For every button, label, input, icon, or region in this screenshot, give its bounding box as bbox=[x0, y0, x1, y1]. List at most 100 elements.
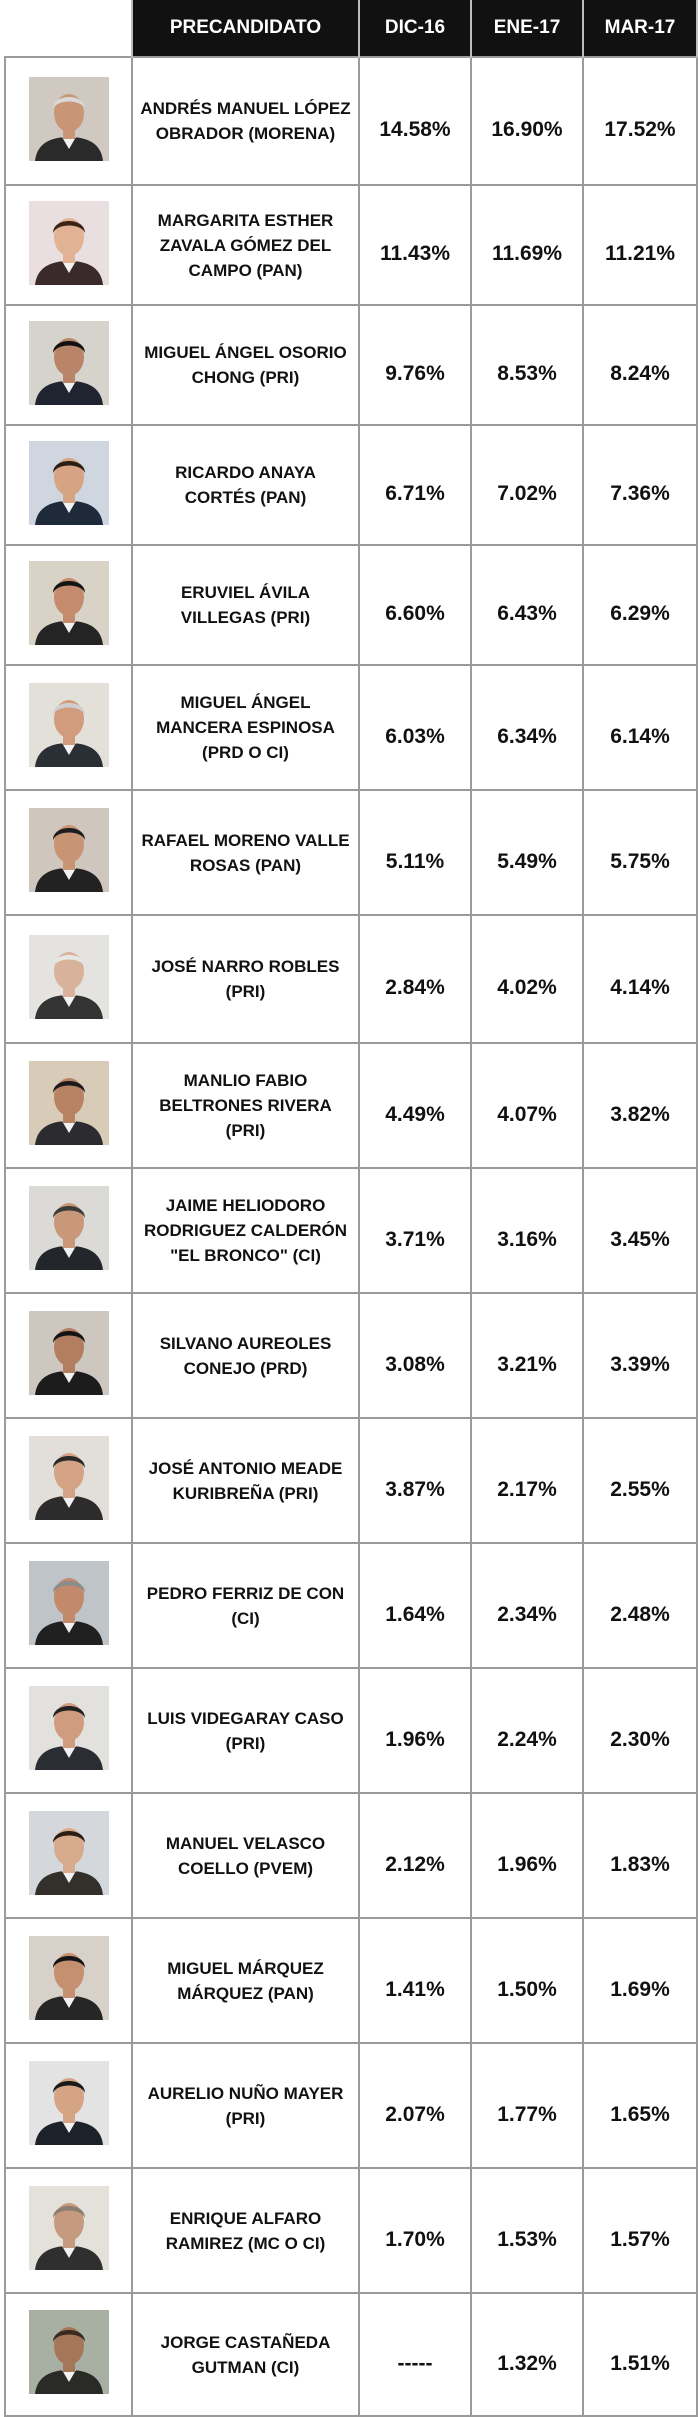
candidate-portrait-icon bbox=[28, 320, 109, 405]
candidate-portrait-icon bbox=[28, 683, 109, 767]
candidate-name: SILVANO AUREOLES CONEJO (PRD) bbox=[131, 1292, 360, 1419]
candidate-photo-cell bbox=[4, 1667, 133, 1794]
value-ene-17: 5.49% bbox=[470, 789, 584, 916]
candidate-photo-cell bbox=[4, 2292, 133, 2417]
candidate-portrait-icon bbox=[28, 1436, 109, 1520]
value-ene-17: 3.16% bbox=[470, 1167, 584, 1294]
value-ene-17: 1.50% bbox=[470, 1917, 584, 2044]
candidate-portrait-icon bbox=[28, 1561, 109, 1645]
candidate-photo-cell bbox=[4, 1917, 133, 2044]
value-ene-17: 3.21% bbox=[470, 1292, 584, 1419]
candidate-photo-cell bbox=[4, 56, 133, 186]
candidate-name: MIGUEL MÁRQUEZ MÁRQUEZ (PAN) bbox=[131, 1917, 360, 2044]
table-row: MARGARITA ESTHER ZAVALA GÓMEZ DEL CAMPO … bbox=[4, 184, 698, 306]
value-dic-16: 5.11% bbox=[358, 789, 472, 916]
candidate-name: MIGUEL ÁNGEL MANCERA ESPINOSA (PRD O CI) bbox=[131, 664, 360, 791]
value-mar-17: 17.52% bbox=[582, 56, 698, 186]
value-ene-17: 6.43% bbox=[470, 544, 584, 666]
value-mar-17: 2.55% bbox=[582, 1417, 698, 1544]
table-row: JORGE CASTAÑEDA GUTMAN (CI) ----- 1.32% 1.5… bbox=[4, 2292, 698, 2417]
candidate-photo-cell bbox=[4, 1042, 133, 1169]
value-ene-17: 11.69% bbox=[470, 184, 584, 306]
candidate-photo-cell bbox=[4, 424, 133, 546]
candidate-name: LUIS VIDEGARAY CASO (PRI) bbox=[131, 1667, 360, 1794]
value-ene-17: 16.90% bbox=[470, 56, 584, 186]
candidate-photo-cell bbox=[4, 914, 133, 1044]
table-row: MIGUEL ÁNGEL OSORIO CHONG (PRI) 9.76% 8.53… bbox=[4, 304, 698, 426]
value-dic-16: ----- bbox=[358, 2292, 472, 2417]
candidate-portrait-icon bbox=[28, 2310, 109, 2394]
value-ene-17: 2.34% bbox=[470, 1542, 584, 1669]
poll-table: PRECANDIDATO DIC-16 ENE-17 MAR-17 ANDRÉS… bbox=[4, 0, 698, 2417]
value-mar-17: 6.14% bbox=[582, 664, 698, 791]
candidate-photo-cell bbox=[4, 789, 133, 916]
value-dic-16: 2.12% bbox=[358, 1792, 472, 1919]
table-row: PEDRO FERRIZ DE CON (CI) 1.64% 2.34% 2.48% bbox=[4, 1542, 698, 1669]
candidate-portrait-icon bbox=[28, 1186, 109, 1270]
value-ene-17: 4.02% bbox=[470, 914, 584, 1044]
candidate-portrait-icon bbox=[28, 200, 109, 285]
value-ene-17: 1.32% bbox=[470, 2292, 584, 2417]
value-dic-16: 6.71% bbox=[358, 424, 472, 546]
value-dic-16: 4.49% bbox=[358, 1042, 472, 1169]
candidate-portrait-icon bbox=[28, 2186, 109, 2270]
candidate-portrait-icon bbox=[28, 1686, 109, 1770]
candidate-name: PEDRO FERRIZ DE CON (CI) bbox=[131, 1542, 360, 1669]
candidate-name: MARGARITA ESTHER ZAVALA GÓMEZ DEL CAMPO … bbox=[131, 184, 360, 306]
table-row: ANDRÉS MANUEL LÓPEZ OBRADOR (MORENA) 14.5… bbox=[4, 56, 698, 186]
candidate-portrait-icon bbox=[28, 560, 109, 645]
candidate-photo-cell bbox=[4, 1792, 133, 1919]
candidate-name: ERUVIEL ÁVILA VILLEGAS (PRI) bbox=[131, 544, 360, 666]
candidate-photo-cell bbox=[4, 2167, 133, 2294]
candidate-photo-cell bbox=[4, 544, 133, 666]
value-ene-17: 1.77% bbox=[470, 2042, 584, 2169]
candidate-photo-cell bbox=[4, 1167, 133, 1294]
value-dic-16: 14.58% bbox=[358, 56, 472, 186]
candidate-name: MANLIO FABIO BELTRONES RIVERA (PRI) bbox=[131, 1042, 360, 1169]
table-row: MANLIO FABIO BELTRONES RIVERA (PRI) 4.49%… bbox=[4, 1042, 698, 1169]
value-mar-17: 1.83% bbox=[582, 1792, 698, 1919]
table-row: SILVANO AUREOLES CONEJO (PRD) 3.08% 3.21% 3… bbox=[4, 1292, 698, 1419]
value-mar-17: 1.65% bbox=[582, 2042, 698, 2169]
value-mar-17: 2.48% bbox=[582, 1542, 698, 1669]
value-mar-17: 3.39% bbox=[582, 1292, 698, 1419]
value-mar-17: 3.82% bbox=[582, 1042, 698, 1169]
value-ene-17: 1.53% bbox=[470, 2167, 584, 2294]
value-dic-16: 2.84% bbox=[358, 914, 472, 1044]
candidate-portrait-icon bbox=[28, 1061, 109, 1145]
candidate-name: MIGUEL ÁNGEL OSORIO CHONG (PRI) bbox=[131, 304, 360, 426]
value-mar-17: 5.75% bbox=[582, 789, 698, 916]
value-dic-16: 1.64% bbox=[358, 1542, 472, 1669]
column-header-mar-17: MAR-17 bbox=[582, 0, 698, 57]
table-row: JOSÉ NARRO ROBLES (PRI) 2.84% 4.02% 4.14% bbox=[4, 914, 698, 1044]
table-row: LUIS VIDEGARAY CASO (PRI) 1.96% 2.24% 2.30% bbox=[4, 1667, 698, 1794]
candidate-photo-cell bbox=[4, 1542, 133, 1669]
table-row: ERUVIEL ÁVILA VILLEGAS (PRI) 6.60% 6.43% 6.… bbox=[4, 544, 698, 666]
value-mar-17: 7.36% bbox=[582, 424, 698, 546]
value-ene-17: 1.96% bbox=[470, 1792, 584, 1919]
value-mar-17: 2.30% bbox=[582, 1667, 698, 1794]
table-row: JAIME HELIODORO RODRIGUEZ CALDERÓN "EL B… bbox=[4, 1167, 698, 1294]
header-photo-spacer bbox=[5, 0, 132, 57]
candidate-photo-cell bbox=[4, 184, 133, 306]
candidate-name: ENRIQUE ALFARO RAMIREZ (MC O CI) bbox=[131, 2167, 360, 2294]
candidate-name: RICARDO ANAYA CORTÉS (PAN) bbox=[131, 424, 360, 546]
value-dic-16: 3.87% bbox=[358, 1417, 472, 1544]
candidate-name: ANDRÉS MANUEL LÓPEZ OBRADOR (MORENA) bbox=[131, 56, 360, 186]
candidate-name: RAFAEL MORENO VALLE ROSAS (PAN) bbox=[131, 789, 360, 916]
table-row: JOSÉ ANTONIO MEADE KURIBREÑA (PRI) 3.87% 2… bbox=[4, 1417, 698, 1544]
candidate-photo-cell bbox=[4, 2042, 133, 2169]
table-row: RAFAEL MORENO VALLE ROSAS (PAN) 5.11% 5.49… bbox=[4, 789, 698, 916]
value-ene-17: 8.53% bbox=[470, 304, 584, 426]
candidate-name: JOSÉ ANTONIO MEADE KURIBREÑA (PRI) bbox=[131, 1417, 360, 1544]
candidate-name: AURELIO NUÑO MAYER (PRI) bbox=[131, 2042, 360, 2169]
header-row: PRECANDIDATO DIC-16 ENE-17 MAR-17 bbox=[5, 0, 698, 57]
candidate-portrait-icon bbox=[28, 1811, 109, 1895]
value-dic-16: 2.07% bbox=[358, 2042, 472, 2169]
value-mar-17: 3.45% bbox=[582, 1167, 698, 1294]
value-ene-17: 2.24% bbox=[470, 1667, 584, 1794]
poll-table-body: ANDRÉS MANUEL LÓPEZ OBRADOR (MORENA) 14.5… bbox=[4, 56, 698, 2417]
value-ene-17: 4.07% bbox=[470, 1042, 584, 1169]
candidate-portrait-icon bbox=[28, 76, 109, 161]
candidate-portrait-icon bbox=[28, 808, 109, 892]
